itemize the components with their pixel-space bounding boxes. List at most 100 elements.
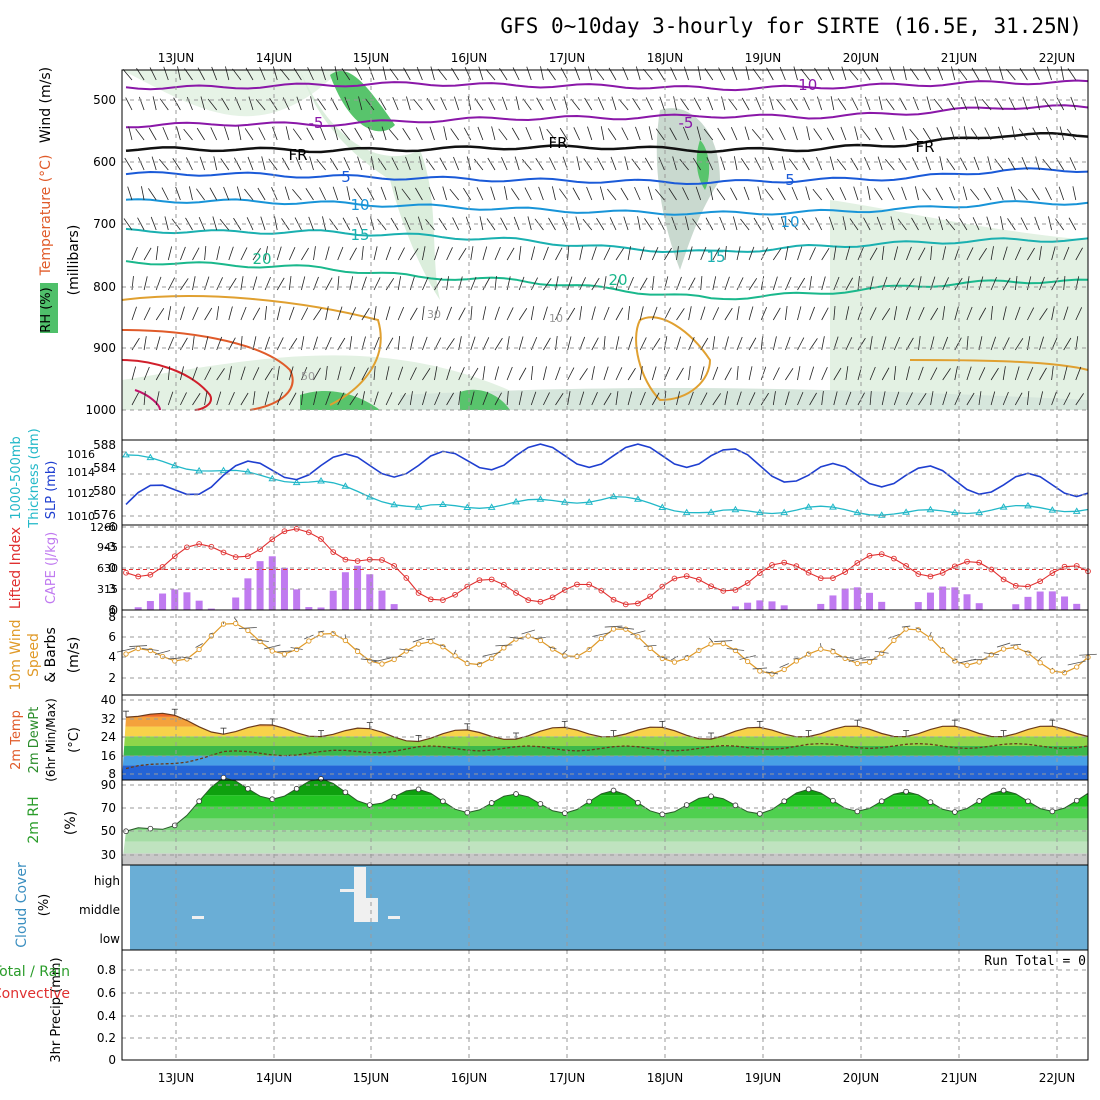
wind-barb xyxy=(261,156,266,171)
day-label: 21JUN xyxy=(941,1071,978,1085)
wind-speed-point xyxy=(281,651,288,657)
wind-barb xyxy=(688,337,695,351)
wind-speed-point xyxy=(306,638,312,644)
wind-barb xyxy=(741,97,750,111)
wind-barb xyxy=(918,307,925,321)
wind-barb xyxy=(809,306,815,321)
wind-barb xyxy=(793,66,798,81)
rh-point xyxy=(513,791,519,797)
wind-barb xyxy=(890,216,895,231)
wind-barb xyxy=(308,216,314,231)
wind-barb xyxy=(453,96,460,111)
day-labels-top: 13JUN 14JUN 15JUN 16JUN 17JUN 18JUN 19JUN 20JUN… xyxy=(158,51,1076,65)
li-point xyxy=(781,559,788,566)
cape-bar xyxy=(159,593,167,610)
li-point xyxy=(744,580,751,586)
wind-barb xyxy=(966,276,970,291)
wind-speed-point xyxy=(1074,664,1080,670)
wind-barb xyxy=(888,126,895,141)
wind-barb xyxy=(518,391,523,406)
wind-barb xyxy=(349,307,357,321)
wind-barb xyxy=(349,247,357,261)
wind-barb xyxy=(264,246,268,261)
li-point xyxy=(245,553,251,560)
wind-barb xyxy=(751,129,762,141)
wind-barb xyxy=(216,277,223,291)
wind-barb xyxy=(579,246,584,261)
wind-barb xyxy=(624,156,629,171)
thickness-point xyxy=(780,508,789,516)
y-tick-label: 16 xyxy=(101,749,116,763)
wind-barb xyxy=(717,127,726,141)
wind-barb xyxy=(869,276,874,291)
wind-barb xyxy=(960,97,968,111)
wind-barb xyxy=(397,336,401,351)
wind-barb xyxy=(391,157,399,171)
wind-barb xyxy=(809,247,816,261)
wind-barb xyxy=(930,367,938,381)
day-label: 16JUN xyxy=(451,51,488,65)
li-point xyxy=(878,551,885,557)
temp-band xyxy=(122,713,1088,717)
wind-barb xyxy=(464,67,472,81)
y-tick-label: 0 xyxy=(108,1053,116,1067)
wind-barb xyxy=(470,246,474,261)
wind-barb xyxy=(946,158,956,171)
wind-barb xyxy=(264,644,281,650)
wind-barb xyxy=(404,217,411,231)
thickness-point xyxy=(536,495,545,502)
wind-barb xyxy=(506,366,513,381)
wind-barb xyxy=(127,186,133,201)
wind-barb xyxy=(861,128,871,141)
li-point xyxy=(927,573,934,580)
rh-point xyxy=(781,798,787,805)
li-point xyxy=(549,594,556,601)
wind-barb xyxy=(906,278,915,291)
cape-bar xyxy=(731,606,739,610)
wind-barb xyxy=(264,367,273,381)
wind-barb xyxy=(192,307,199,321)
wind-barb xyxy=(506,276,511,291)
wind-barb xyxy=(1068,217,1077,231)
wind-barb xyxy=(466,156,472,171)
wind-barb xyxy=(521,159,532,171)
wind-barb xyxy=(409,276,415,291)
wind-barb xyxy=(779,66,786,81)
wind-barb xyxy=(772,391,776,406)
wind-barb xyxy=(1031,188,1040,201)
wind-barb xyxy=(264,276,271,291)
rh-point xyxy=(269,796,276,803)
wind-barb xyxy=(760,336,764,351)
day-label: 16JUN xyxy=(451,1071,488,1085)
wind-barb xyxy=(143,247,152,261)
wind-barb xyxy=(389,68,399,81)
panel-label: Convective xyxy=(0,986,70,1002)
wind-barb xyxy=(257,187,266,201)
li-point xyxy=(196,541,202,547)
wind-barb xyxy=(494,366,500,381)
panel-label: Cloud Cover xyxy=(14,862,30,948)
wind-barb xyxy=(518,246,522,261)
wind-barb xyxy=(1014,338,1024,351)
wind-barb xyxy=(963,126,968,141)
wind-barb xyxy=(696,126,702,141)
wind-barb xyxy=(221,97,230,111)
wind-barb xyxy=(360,658,379,662)
wind-barb xyxy=(349,393,358,406)
rh-point xyxy=(610,787,617,794)
wind-barb xyxy=(458,367,465,381)
panel-label: (6hr Min/Max) xyxy=(44,698,58,782)
wind-barb xyxy=(700,276,703,291)
cape-bar xyxy=(780,605,788,610)
rh-band xyxy=(122,806,1088,819)
wind-barb xyxy=(639,391,646,406)
y-tick-label: 576 xyxy=(93,508,116,522)
wind-barb xyxy=(131,392,139,406)
rh-point xyxy=(1025,798,1031,805)
wind-barb xyxy=(176,126,181,141)
contour-label: 5 xyxy=(785,171,795,189)
wind-barb xyxy=(247,156,254,171)
li-point xyxy=(756,570,763,576)
y-tick-label: 6 xyxy=(108,630,116,644)
wind-barb xyxy=(845,366,849,381)
